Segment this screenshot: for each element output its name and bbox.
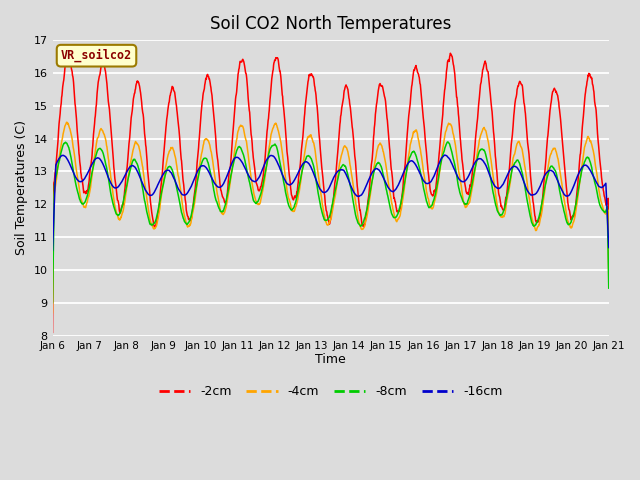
- Text: VR_soilco2: VR_soilco2: [61, 49, 132, 62]
- X-axis label: Time: Time: [316, 353, 346, 366]
- Y-axis label: Soil Temperatures (C): Soil Temperatures (C): [15, 120, 28, 255]
- Title: Soil CO2 North Temperatures: Soil CO2 North Temperatures: [210, 15, 451, 33]
- Legend: -2cm, -4cm, -8cm, -16cm: -2cm, -4cm, -8cm, -16cm: [154, 380, 508, 403]
